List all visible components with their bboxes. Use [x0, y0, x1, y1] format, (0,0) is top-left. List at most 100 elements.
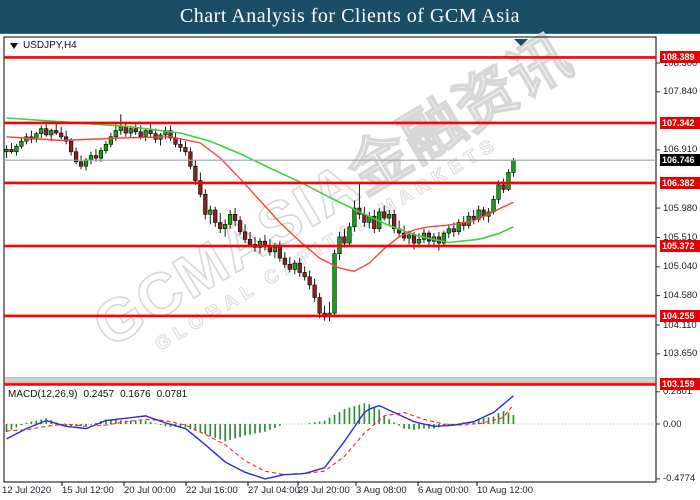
- bear-candle: [78, 161, 84, 167]
- bull-candle: [441, 232, 446, 244]
- bear-candle: [73, 151, 79, 163]
- bear-candle: [69, 140, 74, 153]
- bear-candle: [247, 239, 253, 245]
- bull-candle: [223, 224, 228, 230]
- bear-candle: [242, 231, 248, 240]
- price-tick-label: 105.040: [663, 261, 698, 273]
- time-axis-label: 10 Aug 12:00: [477, 485, 533, 496]
- macd-name: MACD(12,26,9): [8, 389, 78, 400]
- macd-scale-label: -0.4774: [663, 473, 696, 485]
- bull-candle: [496, 184, 501, 200]
- bear-candle: [307, 276, 312, 286]
- macd-signal-line: [6, 404, 514, 476]
- time-axis-label: 12 Jul 2020: [2, 485, 52, 496]
- bear-candle: [277, 247, 282, 259]
- bear-candle: [148, 130, 153, 134]
- bull-candle: [113, 130, 118, 138]
- bear-candle: [178, 143, 183, 148]
- bull-candle: [108, 136, 113, 145]
- price-level-badge: 103.159: [660, 378, 700, 391]
- macd-scale-label: 0.00: [663, 418, 682, 430]
- current-price-badge: 106.746: [660, 154, 700, 167]
- bull-candle: [511, 159, 516, 173]
- price-level-badge: 105.372: [660, 240, 700, 253]
- price-level-badge: 106.382: [660, 176, 700, 189]
- bear-candle: [382, 211, 387, 219]
- dropdown-arrow-icon: [10, 42, 18, 49]
- bull-candle: [352, 207, 357, 228]
- time-axis-label: 3 Aug 08:00: [356, 485, 407, 496]
- bull-candle: [118, 126, 123, 131]
- bear-candle: [203, 194, 208, 215]
- bull-candle: [506, 172, 511, 190]
- price-tick-label: 105.980: [663, 202, 698, 214]
- bear-candle: [44, 128, 49, 136]
- price-level-badge: 104.255: [660, 309, 700, 322]
- bear-candle: [317, 297, 322, 314]
- bull-candle: [416, 239, 422, 244]
- bear-candle: [237, 220, 243, 233]
- macd-main-line: [6, 395, 514, 480]
- bear-candle: [138, 131, 143, 138]
- time-axis-label: 6 Aug 00:00: [418, 485, 469, 496]
- bull-candle: [257, 240, 263, 248]
- pane-separator[interactable]: [4, 377, 656, 383]
- bull-candle: [128, 128, 133, 134]
- price-tick-label: 103.650: [663, 348, 698, 360]
- price-level-badge: 107.342: [660, 116, 700, 129]
- bear-candle: [501, 184, 506, 190]
- bear-candle: [426, 232, 432, 242]
- bull-candle: [19, 140, 24, 147]
- time-axis-label: 29 Jul 20:00: [298, 485, 350, 496]
- bear-candle: [302, 272, 307, 278]
- bear-candle: [59, 132, 64, 138]
- price-tick-label: 106.910: [663, 144, 698, 156]
- macd-hist-value: 0.0781: [156, 389, 188, 400]
- bull-candle: [103, 143, 108, 151]
- shift-marker-icon: [514, 39, 528, 46]
- bull-candle: [387, 214, 392, 219]
- symbol-selector[interactable]: USDJPY,H4: [10, 40, 77, 51]
- bull-candle: [406, 234, 412, 239]
- bear-candle: [312, 284, 317, 298]
- time-axis-label: 27 Jul 04:00: [248, 485, 300, 496]
- bear-candle: [297, 262, 302, 273]
- bear-candle: [168, 130, 173, 139]
- bull-candle: [98, 150, 104, 159]
- macd-value: 0.2457: [83, 389, 115, 400]
- price-tick-label: 107.840: [663, 86, 698, 98]
- bull-candle: [228, 214, 233, 225]
- time-axis-label: 20 Jul 00:00: [124, 485, 176, 496]
- bull-candle: [332, 253, 337, 314]
- bear-candle: [451, 228, 456, 233]
- bull-candle: [39, 128, 44, 134]
- bear-candle: [218, 222, 223, 230]
- bear-candle: [411, 234, 417, 244]
- price-tick-label: 104.580: [663, 290, 698, 302]
- bull-candle: [456, 222, 461, 233]
- bear-candle: [54, 130, 59, 134]
- price-tick-label: 104.110: [663, 319, 697, 331]
- bull-candle: [143, 130, 148, 138]
- bull-candle: [14, 145, 19, 153]
- bull-candle: [476, 209, 481, 220]
- bear-candle: [287, 264, 292, 270]
- bear-candle: [183, 147, 188, 153]
- time-axis-label: 15 Jul 12:00: [62, 485, 114, 496]
- bear-candle: [193, 165, 198, 181]
- bear-candle: [471, 215, 476, 220]
- bear-candle: [372, 215, 377, 230]
- price-level-badge: 108.389: [660, 51, 700, 64]
- bear-candle: [93, 155, 99, 159]
- price-axis[interactable]: [657, 37, 700, 482]
- ma-slow-line: [6, 117, 514, 244]
- bear-candle: [133, 128, 138, 133]
- bear-candle: [123, 126, 128, 134]
- bull-candle: [88, 155, 94, 161]
- bear-candle: [9, 148, 14, 153]
- bear-candle: [198, 180, 203, 195]
- time-axis-label: 22 Jul 16:00: [186, 485, 238, 496]
- bear-candle: [342, 236, 347, 244]
